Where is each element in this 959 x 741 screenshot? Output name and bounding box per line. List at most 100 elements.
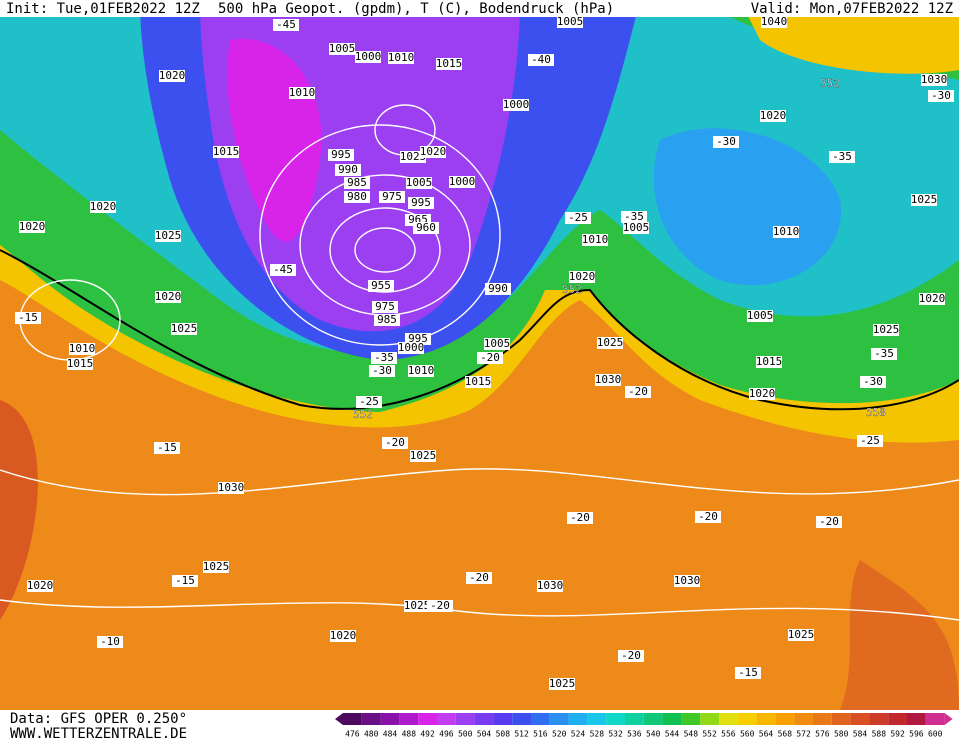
colorbar-end xyxy=(335,713,343,725)
pressure-label-box xyxy=(761,16,787,28)
pressure-label-box xyxy=(582,234,608,246)
temperature-label: -10 xyxy=(100,635,120,648)
pressure-label: 1020 xyxy=(919,292,946,305)
temperature-label: -30 xyxy=(372,364,392,377)
pressure-label: 1005 xyxy=(557,15,584,28)
colorbar-label: 496 xyxy=(439,730,454,739)
temperature-label-box xyxy=(735,667,761,679)
pressure-label: 1010 xyxy=(289,86,316,99)
temperature-label-box xyxy=(273,19,299,31)
temperature-label: -20 xyxy=(480,351,500,364)
pressure-label: 1005 xyxy=(329,42,356,55)
temperature-label-box xyxy=(860,376,886,388)
colorbar-swatch xyxy=(831,713,851,725)
colorbar-label: 500 xyxy=(458,730,473,739)
warm-core xyxy=(840,560,959,710)
colorbar-swatch xyxy=(380,713,400,725)
map-title: 500 hPa Geopot. (gpdm), T (C), Bodendruc… xyxy=(218,1,614,17)
colorbar-label: 572 xyxy=(796,730,811,739)
pressure-label: 1015 xyxy=(436,57,463,70)
pressure-label-box xyxy=(213,146,239,158)
colorbar-label: 536 xyxy=(627,730,642,739)
data-source: Data: GFS OPER 0.250° xyxy=(10,711,187,727)
pressure-label-box xyxy=(537,580,563,592)
temperature-label-box xyxy=(618,650,644,662)
temperature-label: -35 xyxy=(374,351,394,364)
colorbar-label: 592 xyxy=(890,730,905,739)
geopotential-label: 552 xyxy=(820,77,840,90)
pressure-label-box xyxy=(344,177,370,189)
pressure-label: 1010 xyxy=(408,364,435,377)
pressure-label-box xyxy=(203,561,229,573)
temperature-label-box xyxy=(565,212,591,224)
pressure-label-box xyxy=(569,271,595,283)
pressure-label: 1020 xyxy=(90,200,117,213)
site: WWW.WETTERZENTRALE.DE xyxy=(10,726,187,741)
colorbar-swatch xyxy=(587,713,607,725)
colorbar-label: 540 xyxy=(646,730,661,739)
pressure-label-box xyxy=(400,151,426,163)
pressure-label: 1030 xyxy=(218,481,245,494)
geopotential-552 xyxy=(0,249,959,411)
pressure-label-box xyxy=(330,630,356,642)
colorbar-label: 560 xyxy=(740,730,755,739)
colorbar-label: 600 xyxy=(928,730,943,739)
init-time: Init: Tue,01FEB2022 12Z xyxy=(6,1,200,17)
colorbar-label: 544 xyxy=(665,730,680,739)
colorbar-label: 580 xyxy=(834,730,849,739)
pressure-label-box xyxy=(919,293,945,305)
pressure-label-box xyxy=(410,450,436,462)
pressure-label: 990 xyxy=(488,282,508,295)
colorbar-label: 568 xyxy=(778,730,793,739)
pressure-label-box xyxy=(289,87,315,99)
temperature-label-box xyxy=(829,151,855,163)
yellow-patch xyxy=(740,0,959,74)
pressure-label: 995 xyxy=(331,148,351,161)
colorbar-swatch xyxy=(869,713,889,725)
colorbar-label: 576 xyxy=(815,730,830,739)
pressure-label: 1020 xyxy=(19,220,46,233)
temperature-label-box xyxy=(356,396,382,408)
pressure-label-box xyxy=(171,323,197,335)
pressure-label-box xyxy=(595,374,621,386)
pressure-label: 1030 xyxy=(921,73,948,86)
pressure-label-box xyxy=(484,338,510,350)
colorbar: 476 480 484 488 492 496 500 504 508 512 516 520 524 5… xyxy=(335,713,953,739)
temperature-label: -45 xyxy=(273,263,293,276)
pressure-label: 1015 xyxy=(67,357,94,370)
header-bar xyxy=(0,0,959,17)
pressure-label: 995 xyxy=(408,332,428,345)
temperature-label-box xyxy=(369,365,395,377)
pressure-label-box xyxy=(90,201,116,213)
temperature-label: -45 xyxy=(276,18,296,31)
temperature-label-box xyxy=(427,600,453,612)
pressure-label: 1025 xyxy=(788,628,815,641)
isobar xyxy=(259,124,501,346)
temperature-label-box xyxy=(270,264,296,276)
isobar xyxy=(0,468,959,496)
colorbar-label: 556 xyxy=(721,730,736,739)
pressure-label-box xyxy=(404,600,430,612)
pressure-label: 1020 xyxy=(159,69,186,82)
pressure-label: 955 xyxy=(371,279,391,292)
pressure-label: 1010 xyxy=(388,51,415,64)
temperature-label: -25 xyxy=(860,434,880,447)
temperature-label: -15 xyxy=(175,574,195,587)
colorbar-swatch xyxy=(606,713,625,725)
colorbar-swatch xyxy=(719,713,738,725)
pressure-label: 975 xyxy=(375,300,395,313)
pressure-label-box xyxy=(408,197,434,209)
colorbar-swatch xyxy=(418,713,437,725)
colorbar-swatch xyxy=(361,713,381,725)
colorbar-swatch xyxy=(794,713,813,725)
pressure-label-box xyxy=(413,222,439,234)
temperature-label-box xyxy=(621,211,647,223)
pressure-label-box xyxy=(503,99,529,111)
pressure-label: 1015 xyxy=(756,355,783,368)
temperature-label-box xyxy=(97,636,123,648)
temperature-label: -30 xyxy=(931,89,951,102)
pressure-label: 980 xyxy=(347,190,367,203)
colorbar-label: 512 xyxy=(514,730,529,739)
pressure-label: 1020 xyxy=(330,629,357,642)
warm-core xyxy=(0,400,38,620)
